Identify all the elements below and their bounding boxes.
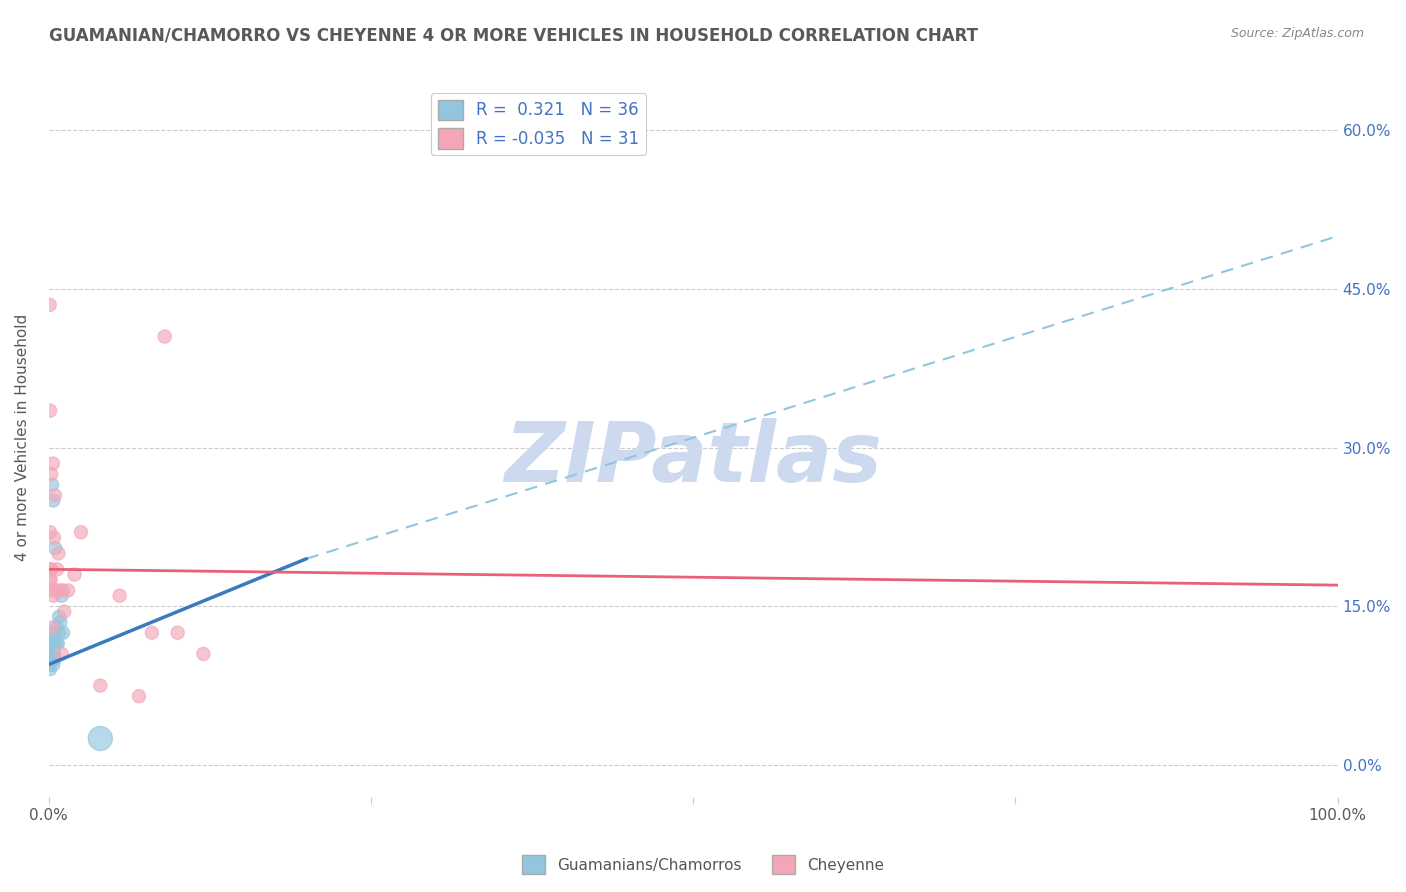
Point bbox=[44, 625, 66, 640]
Point bbox=[39, 641, 62, 656]
Point bbox=[41, 652, 63, 666]
Point bbox=[141, 625, 163, 640]
Point bbox=[41, 620, 63, 634]
Point bbox=[41, 477, 63, 491]
Point bbox=[39, 583, 62, 598]
Point bbox=[42, 457, 65, 471]
Point bbox=[39, 641, 62, 656]
Y-axis label: 4 or more Vehicles in Household: 4 or more Vehicles in Household bbox=[15, 313, 30, 561]
Point bbox=[128, 689, 150, 703]
Point bbox=[42, 647, 65, 661]
Point bbox=[108, 589, 131, 603]
Point bbox=[52, 625, 75, 640]
Point bbox=[39, 657, 62, 672]
Point bbox=[45, 620, 67, 634]
Point bbox=[41, 652, 63, 666]
Point bbox=[39, 631, 62, 645]
Point bbox=[46, 562, 69, 576]
Point bbox=[45, 636, 67, 650]
Point bbox=[89, 731, 111, 746]
Point bbox=[39, 663, 62, 677]
Point bbox=[153, 329, 176, 343]
Point bbox=[44, 541, 66, 555]
Point bbox=[39, 573, 62, 587]
Point bbox=[48, 610, 70, 624]
Legend: R =  0.321   N = 36, R = -0.035   N = 31: R = 0.321 N = 36, R = -0.035 N = 31 bbox=[432, 93, 645, 155]
Point bbox=[39, 657, 62, 672]
Point bbox=[38, 647, 60, 661]
Point bbox=[44, 652, 66, 666]
Point bbox=[41, 562, 63, 576]
Text: GUAMANIAN/CHAMORRO VS CHEYENNE 4 OR MORE VEHICLES IN HOUSEHOLD CORRELATION CHART: GUAMANIAN/CHAMORRO VS CHEYENNE 4 OR MORE… bbox=[49, 27, 979, 45]
Point bbox=[42, 641, 65, 656]
Point bbox=[41, 647, 63, 661]
Point bbox=[44, 488, 66, 502]
Point bbox=[44, 583, 66, 598]
Point bbox=[56, 583, 79, 598]
Point bbox=[39, 641, 62, 656]
Point bbox=[38, 573, 60, 587]
Point bbox=[41, 641, 63, 656]
Point bbox=[49, 615, 72, 629]
Point bbox=[48, 546, 70, 560]
Point bbox=[41, 636, 63, 650]
Point bbox=[42, 493, 65, 508]
Point bbox=[51, 647, 73, 661]
Point bbox=[46, 636, 69, 650]
Point bbox=[41, 636, 63, 650]
Point bbox=[42, 657, 65, 672]
Text: Source: ZipAtlas.com: Source: ZipAtlas.com bbox=[1230, 27, 1364, 40]
Legend: Guamanians/Chamorros, Cheyenne: Guamanians/Chamorros, Cheyenne bbox=[516, 849, 890, 880]
Point bbox=[89, 679, 111, 693]
Point bbox=[193, 647, 215, 661]
Point bbox=[166, 625, 188, 640]
Point bbox=[38, 647, 60, 661]
Point bbox=[38, 562, 60, 576]
Point bbox=[39, 467, 62, 481]
Point bbox=[42, 589, 65, 603]
Point bbox=[48, 625, 70, 640]
Point bbox=[51, 589, 73, 603]
Point bbox=[38, 298, 60, 312]
Point bbox=[39, 403, 62, 417]
Point bbox=[70, 525, 93, 540]
Point bbox=[42, 531, 65, 545]
Point bbox=[52, 583, 75, 598]
Text: ZIPatlas: ZIPatlas bbox=[505, 418, 882, 500]
Point bbox=[41, 641, 63, 656]
Point bbox=[53, 605, 76, 619]
Point bbox=[38, 652, 60, 666]
Point bbox=[39, 647, 62, 661]
Point bbox=[39, 525, 62, 540]
Point bbox=[63, 567, 86, 582]
Point bbox=[42, 636, 65, 650]
Point bbox=[48, 583, 70, 598]
